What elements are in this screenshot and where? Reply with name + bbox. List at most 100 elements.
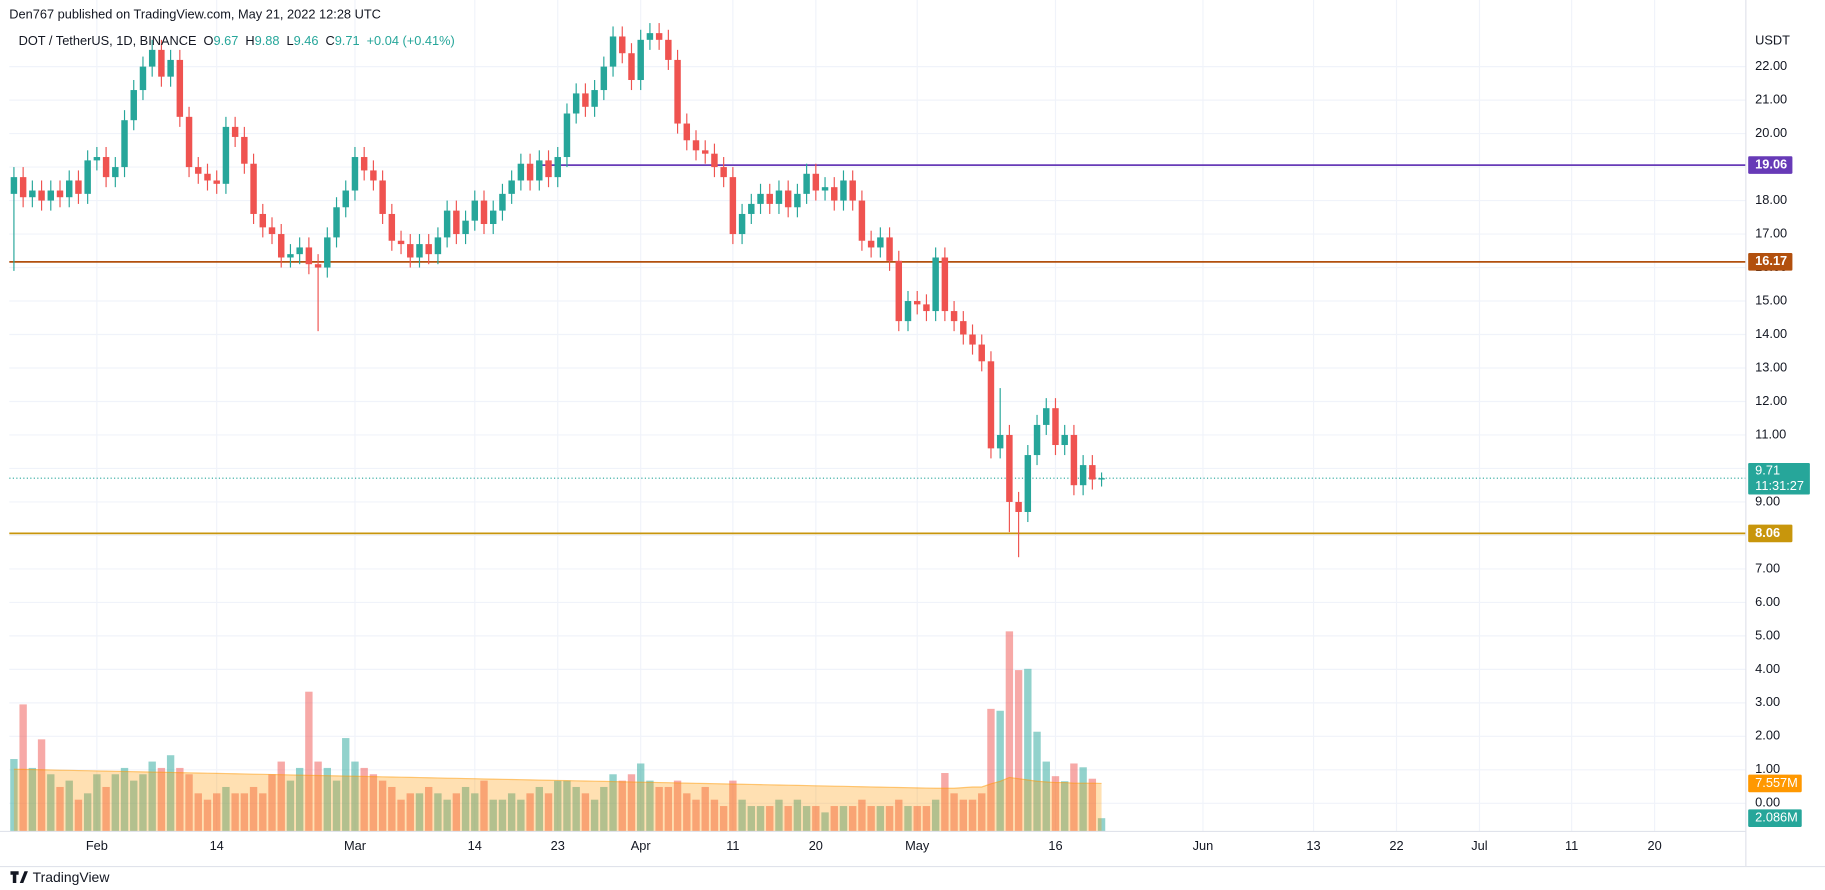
candle-body [471, 200, 479, 221]
volume-bar [775, 799, 783, 832]
volume-bar [194, 793, 202, 832]
volume-bar [517, 799, 525, 832]
x-tick-label: Mar [344, 838, 367, 853]
volume-bar [268, 774, 276, 832]
volume-bar [821, 812, 829, 832]
legend-key: C [325, 34, 334, 49]
volume-label: 2.086M [1755, 810, 1798, 825]
volume-bar [1079, 767, 1087, 832]
candle-body [950, 311, 958, 322]
x-tick-label: Jun [1193, 838, 1214, 853]
x-tick-label: 16 [1048, 838, 1062, 853]
x-tick-label: 20 [1647, 838, 1661, 853]
volume-bar [360, 767, 368, 832]
volume-bar [1097, 818, 1106, 832]
candle-body [287, 254, 294, 258]
volume-bar [673, 780, 682, 832]
volume-bar [719, 806, 728, 832]
level-label: 19.06 [1755, 156, 1787, 171]
candle-body [453, 210, 460, 235]
candle-body [913, 301, 921, 305]
candle-body [213, 180, 220, 184]
candle-body [314, 264, 322, 268]
volume-bar [646, 780, 654, 832]
candle-body [895, 260, 903, 322]
x-tick-label: Jul [1471, 838, 1487, 853]
volume-bar [498, 799, 507, 832]
candle-body [517, 163, 525, 181]
volume-bar [554, 780, 562, 832]
candle-body [637, 39, 644, 81]
x-tick-label: Feb [86, 838, 108, 853]
candle-body [195, 167, 202, 174]
candle-body [508, 180, 515, 194]
volume-bar [489, 799, 497, 832]
y-tick-label: 6.00 [1755, 594, 1780, 609]
candle-body [1033, 424, 1041, 456]
volume-bar [683, 793, 691, 832]
volume-bar [876, 806, 885, 832]
candle-body [19, 177, 27, 198]
volume-bar [378, 780, 387, 832]
candle-body [692, 140, 700, 151]
brand-name: TradingView [33, 869, 111, 885]
volume-ma-label: 7.557M [1755, 775, 1798, 790]
candle-body [619, 36, 626, 54]
legend-value: 9.88 [255, 34, 280, 49]
candle-body [434, 237, 442, 255]
volume-bar [526, 793, 534, 832]
candle-body [1098, 478, 1105, 480]
candle-body [370, 170, 377, 181]
volume-pane [10, 631, 1106, 832]
volume-bar [406, 793, 414, 832]
volume-ma-line [13, 768, 1102, 789]
volume-bar [1088, 778, 1097, 832]
y-tick-label: 9.00 [1755, 493, 1780, 508]
volume-bar [1024, 668, 1032, 832]
volume-bar [323, 767, 331, 832]
candle-body [600, 66, 608, 91]
candle-body [840, 180, 847, 201]
volume-bar [839, 806, 848, 832]
candle-body [655, 33, 663, 40]
candle-body [305, 247, 313, 265]
volume-bar [213, 793, 221, 832]
candle-body [1070, 434, 1078, 486]
level-label: 8.06 [1755, 525, 1780, 540]
volume-bar [535, 786, 543, 832]
volume-bar [185, 774, 193, 832]
legend-key: H [245, 34, 254, 49]
x-tick-label: 14 [210, 838, 224, 853]
candle-body [480, 200, 488, 225]
candle-body [628, 53, 635, 81]
volume-bar [701, 786, 709, 832]
published-note: Den767 published on TradingView.com, May… [9, 7, 381, 22]
volume-bar [314, 761, 322, 832]
candle-body [222, 126, 230, 184]
candle-body [1043, 408, 1050, 425]
volume-bar [784, 806, 792, 832]
y-tick-label: 21.00 [1755, 91, 1787, 106]
volume-bar [111, 774, 119, 832]
candle-body [388, 213, 396, 241]
y-tick-label: 18.00 [1755, 192, 1787, 207]
level-label: 16.17 [1755, 253, 1787, 268]
volume-bar [342, 738, 350, 832]
candle-body [803, 173, 810, 194]
volume-bar [461, 786, 470, 832]
candle-body [121, 120, 128, 168]
volume-bar [47, 774, 55, 832]
candle-body [886, 237, 893, 261]
candle-body [499, 193, 506, 211]
candle-body [296, 247, 303, 255]
volume-bar [388, 786, 396, 832]
volume-bar [93, 774, 101, 832]
volume-bar [443, 799, 451, 832]
candle-body [1024, 455, 1032, 512]
volume-bar [259, 793, 267, 832]
candle-body [582, 93, 589, 107]
candle-body [812, 173, 820, 191]
candle-body [591, 90, 598, 107]
candle-body [1079, 465, 1087, 486]
candle-body [241, 136, 248, 164]
